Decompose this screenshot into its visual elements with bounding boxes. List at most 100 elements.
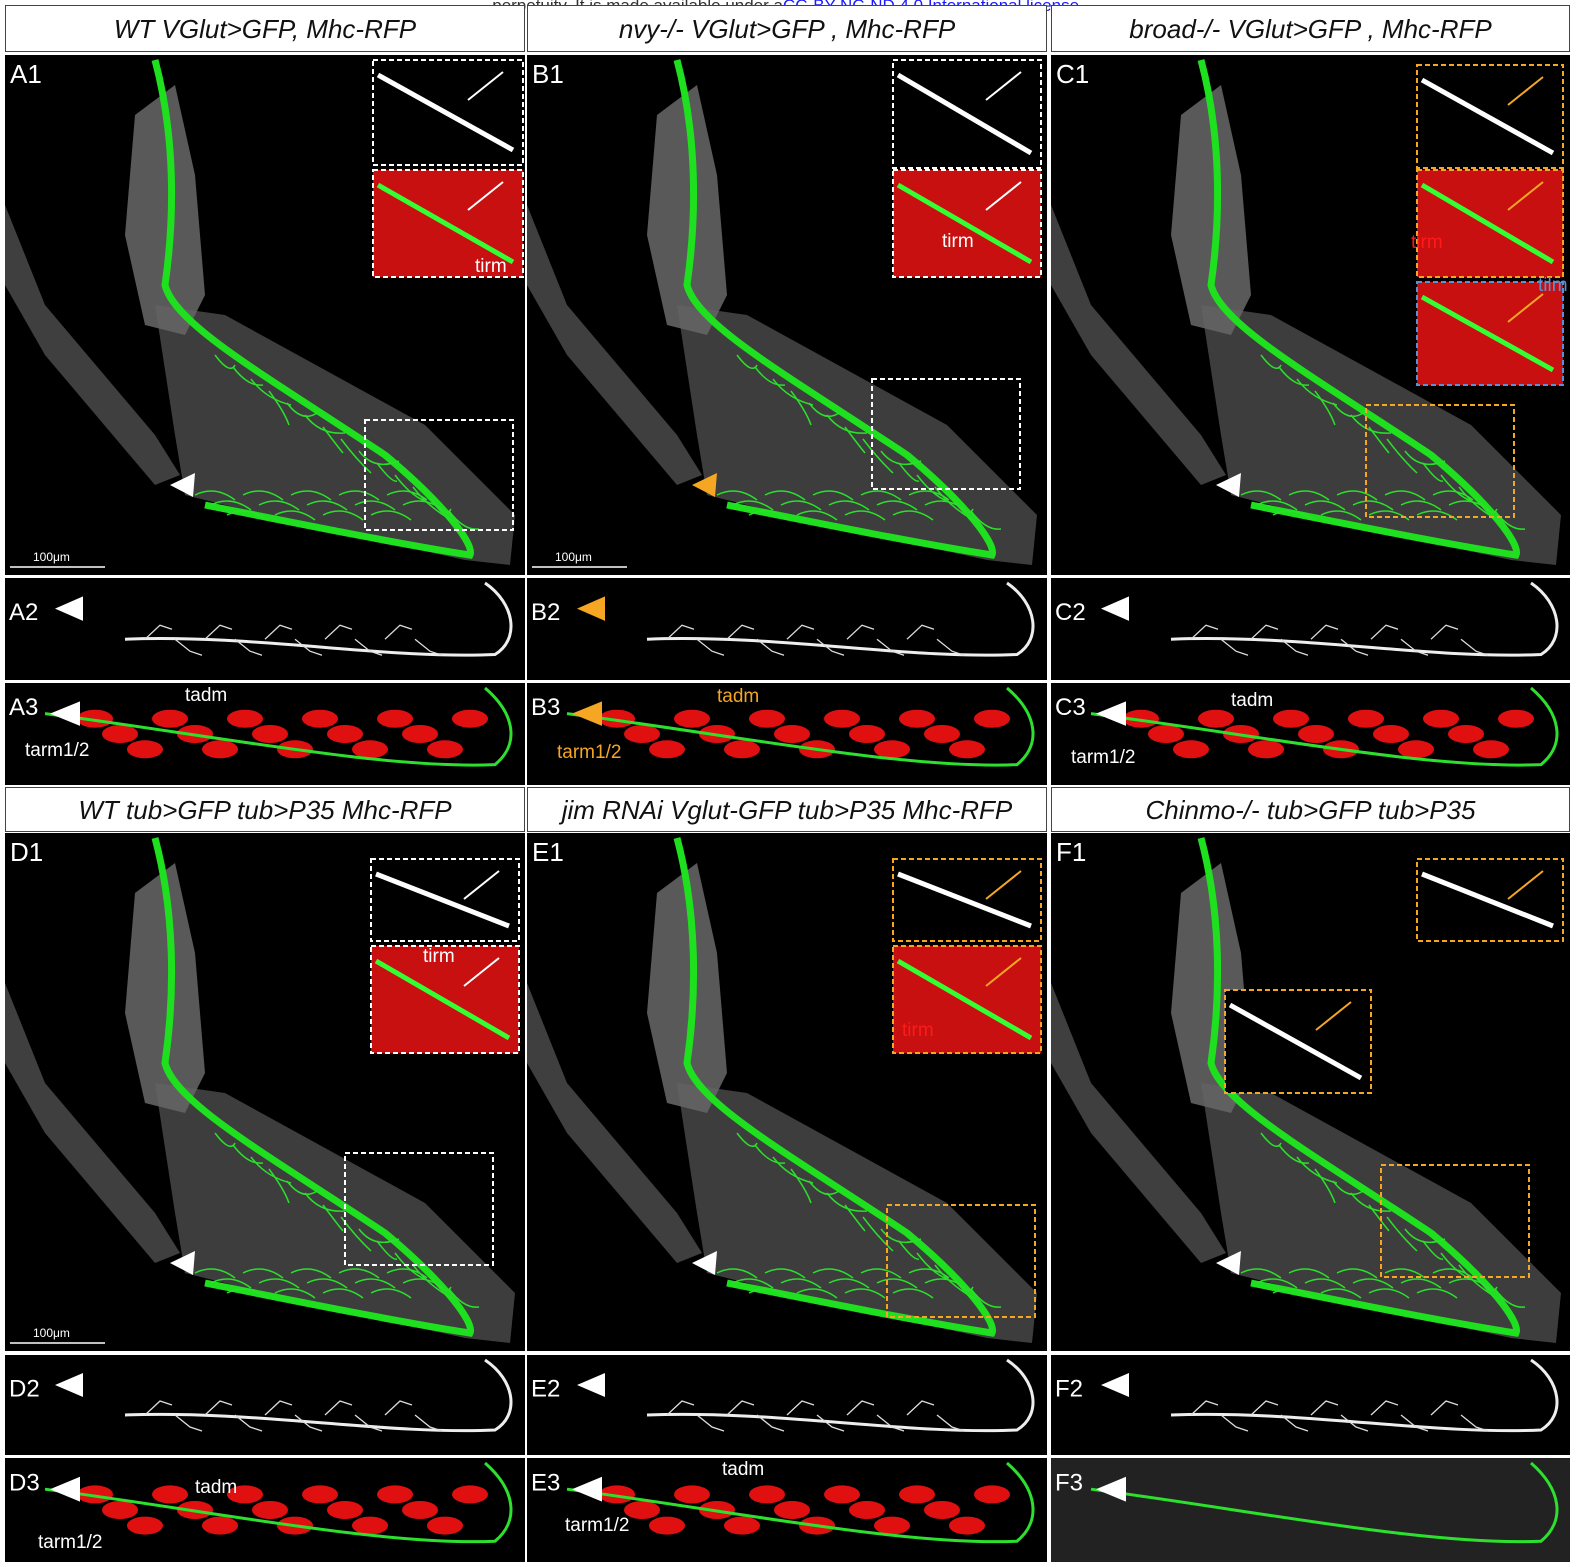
muscle xyxy=(874,740,910,758)
panel-label: F1 xyxy=(1056,837,1086,867)
panel-label: E3 xyxy=(531,1469,560,1496)
muscle xyxy=(849,1501,885,1519)
muscle xyxy=(649,740,685,758)
muscle xyxy=(102,725,138,743)
mid-image: C2 xyxy=(1051,578,1570,680)
muscle xyxy=(327,1501,363,1519)
muscle-label: tirm xyxy=(942,231,974,252)
panel-label: E1 xyxy=(532,837,564,867)
muscle xyxy=(1423,710,1459,728)
panel-label: A3 xyxy=(9,694,38,721)
background xyxy=(5,1355,525,1455)
muscle-label: tarm1/2 xyxy=(565,1515,629,1536)
panel-label: D2 xyxy=(9,1375,40,1402)
muscle xyxy=(1448,725,1484,743)
muscle xyxy=(724,1517,760,1535)
scale-bar-label: 100μm xyxy=(33,550,70,564)
muscle xyxy=(377,1485,413,1503)
main-image: C1tirmtilm xyxy=(1051,55,1570,575)
muscle xyxy=(824,1485,860,1503)
muscle xyxy=(1373,725,1409,743)
muscle xyxy=(1273,710,1309,728)
muscle xyxy=(452,1485,488,1503)
muscle xyxy=(1248,740,1284,758)
muscle xyxy=(874,1517,910,1535)
muscle-label: tadm xyxy=(722,1459,764,1480)
muscle xyxy=(674,1485,710,1503)
muscle-label: tirm xyxy=(423,946,455,967)
muscle xyxy=(824,710,860,728)
mid-image: F2 xyxy=(1051,1355,1570,1455)
muscle xyxy=(924,1501,960,1519)
figure: perpetuity. It is made available under a… xyxy=(0,0,1576,1567)
muscle xyxy=(1498,710,1534,728)
muscle xyxy=(1398,740,1434,758)
background xyxy=(527,578,1047,680)
panel-label: F3 xyxy=(1055,1469,1083,1496)
muscle-label: tarm1/2 xyxy=(1071,747,1135,768)
muscle xyxy=(1148,725,1184,743)
main-image: E1 tirm xyxy=(527,833,1047,1351)
scale-bar-label: 100μm xyxy=(33,1326,70,1340)
bottom-image: E3 tadm tarm1/2 xyxy=(527,1458,1047,1562)
muscle-label: tarm1/2 xyxy=(38,1532,102,1553)
bottom-image: D3 tadm tarm1/2 xyxy=(5,1458,525,1562)
muscle xyxy=(152,1485,188,1503)
muscle xyxy=(227,710,263,728)
muscle xyxy=(402,1501,438,1519)
main-image: A1 tirm 100μm xyxy=(5,55,525,575)
panel-label: E2 xyxy=(531,1375,560,1402)
muscle xyxy=(724,740,760,758)
muscle-label: tadm xyxy=(717,686,759,707)
panel-title: WT tub>GFP tub>P35 Mhc-RFP xyxy=(5,787,525,832)
background xyxy=(1051,578,1570,680)
panel-title: Chinmo-/- tub>GFP tub>P35 xyxy=(1051,787,1570,832)
panel-title: WT VGlut>GFP, Mhc-RFP xyxy=(5,5,525,52)
muscle xyxy=(202,1517,238,1535)
muscle xyxy=(974,1485,1010,1503)
muscle xyxy=(949,1517,985,1535)
background xyxy=(527,1355,1047,1455)
muscle xyxy=(749,1485,785,1503)
muscle xyxy=(452,710,488,728)
background xyxy=(1051,1355,1570,1455)
muscle xyxy=(1348,710,1384,728)
muscle xyxy=(352,740,388,758)
muscle xyxy=(352,1517,388,1535)
muscle xyxy=(427,740,463,758)
muscle xyxy=(302,710,338,728)
muscle xyxy=(1198,710,1234,728)
muscle-label: tilm xyxy=(1538,275,1568,296)
main-image: B1tirm100μm xyxy=(527,55,1047,575)
scale-bar-label: 100μm xyxy=(555,550,592,564)
panel-title: broad-/- VGlut>GFP , Mhc-RFP xyxy=(1051,5,1570,52)
muscle xyxy=(624,725,660,743)
background xyxy=(1051,1458,1570,1562)
muscle xyxy=(1173,740,1209,758)
panel-label: C2 xyxy=(1055,599,1086,626)
muscle-label: tirm xyxy=(1411,232,1443,253)
bottom-image: F3 xyxy=(1051,1458,1570,1562)
muscle xyxy=(774,725,810,743)
panel-label: D3 xyxy=(9,1469,40,1496)
muscle-label: tirm xyxy=(475,256,507,277)
mid-image: B2 xyxy=(527,578,1047,680)
muscle xyxy=(102,1501,138,1519)
muscle xyxy=(252,1501,288,1519)
mid-image: A2 xyxy=(5,578,525,680)
muscle xyxy=(1298,725,1334,743)
mid-image: E2 xyxy=(527,1355,1047,1455)
muscle xyxy=(899,710,935,728)
muscle-label: tadm xyxy=(1231,690,1273,711)
mid-image: D2 xyxy=(5,1355,525,1455)
muscle-label: tadm xyxy=(185,685,227,706)
muscle xyxy=(924,725,960,743)
muscle xyxy=(774,1501,810,1519)
muscle-label: tirm xyxy=(902,1020,934,1041)
panel-label: A1 xyxy=(10,59,42,89)
muscle xyxy=(152,710,188,728)
panel-label: F2 xyxy=(1055,1375,1083,1402)
muscle-label: tadm xyxy=(195,1477,237,1498)
muscle xyxy=(402,725,438,743)
